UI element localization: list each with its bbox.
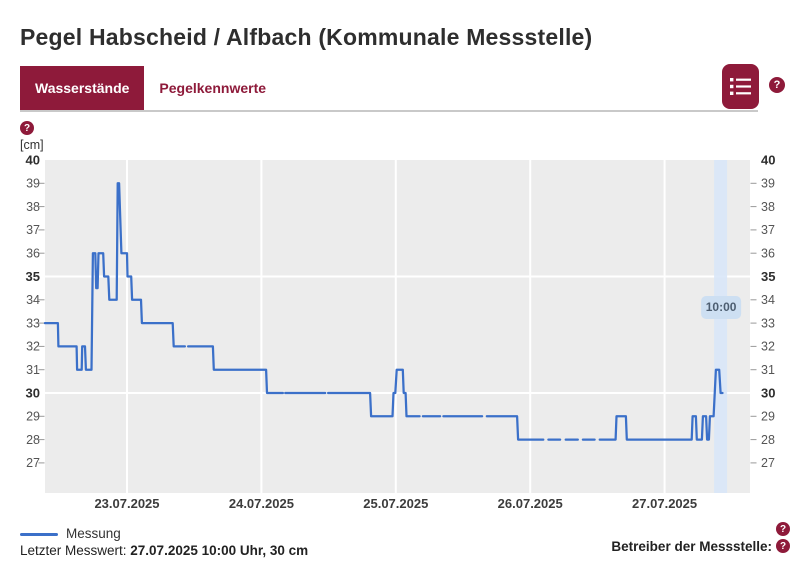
y-axis-label-left: 38 — [26, 200, 40, 214]
measurement-line — [186, 345, 285, 395]
list-icon — [730, 77, 751, 96]
y-axis-label-left: 37 — [26, 223, 40, 237]
last-measurement-label: Letzter Messwert: — [20, 543, 131, 558]
current-time-pill — [701, 296, 742, 319]
x-axis-label: 23.07.2025 — [94, 496, 159, 511]
tab-bar: Wasserstände Pegelkennwerte — [20, 66, 281, 110]
y-axis-label-right: 38 — [761, 200, 775, 214]
y-axis-label-right: 32 — [761, 340, 775, 354]
y-axis-unit-label: [cm] — [20, 138, 44, 152]
plot-area[interactable] — [45, 160, 750, 493]
measurement-line — [43, 182, 187, 371]
tab-pegelkennwerte[interactable]: Pegelkennwerte — [159, 80, 267, 96]
y-axis-label-left: 32 — [26, 340, 40, 354]
y-axis-label-right: 29 — [761, 410, 775, 424]
y-axis-label-right: 30 — [761, 385, 775, 400]
legend-label: Messung — [66, 526, 121, 541]
y-axis-label-right: 40 — [761, 152, 775, 167]
tab-bar-divider — [20, 110, 758, 112]
y-axis-label-right: 37 — [761, 223, 775, 237]
x-axis-label: 24.07.2025 — [229, 496, 294, 511]
last-measurement-row: Letzter Messwert: 27.07.2025 10:00 Uhr, … — [20, 543, 308, 558]
operator-help-icon[interactable]: ? — [776, 539, 790, 553]
operator-help-icon-top[interactable]: ? — [776, 522, 790, 536]
operator-label: Betreiber der Messstelle: — [611, 539, 772, 554]
y-axis-label-left: 33 — [26, 316, 40, 330]
measurement-line — [598, 368, 724, 441]
y-axis-label-left: 28 — [26, 433, 40, 447]
y-axis-label-left: 34 — [26, 293, 40, 307]
y-axis-label-right: 34 — [761, 293, 775, 307]
current-time-label: 10:00 — [706, 300, 737, 314]
y-axis-label-right: 39 — [761, 177, 775, 191]
y-axis-label-left: 35 — [26, 269, 40, 284]
x-axis-label: 25.07.2025 — [363, 496, 428, 511]
y-axis-label-right: 35 — [761, 269, 775, 284]
x-axis-label: 26.07.2025 — [498, 496, 563, 511]
page-title: Pegel Habscheid / Alfbach (Kommunale Mes… — [20, 24, 593, 51]
chart-help-icon[interactable]: ? — [20, 121, 34, 135]
y-axis-label-right: 36 — [761, 246, 775, 260]
station-list-button[interactable] — [722, 64, 759, 109]
help-icon[interactable]: ? — [769, 77, 785, 93]
y-axis-label-left: 31 — [26, 363, 40, 377]
y-axis-label-left: 39 — [26, 177, 40, 191]
tab-wasserstaende[interactable]: Wasserstände — [20, 66, 145, 110]
y-axis-label-left: 29 — [26, 410, 40, 424]
measurement-line — [485, 415, 545, 441]
y-axis-label-right: 31 — [761, 363, 775, 377]
y-axis-label-left: 40 — [26, 152, 40, 167]
y-axis-label-right: 27 — [761, 456, 775, 470]
y-axis-label-right: 33 — [761, 316, 775, 330]
current-time-band — [714, 160, 728, 493]
x-axis-label: 27.07.2025 — [632, 496, 697, 511]
last-measurement-value: 27.07.2025 10:00 Uhr, 30 cm — [130, 543, 309, 558]
y-axis-label-left: 27 — [26, 456, 40, 470]
y-axis-label-right: 28 — [761, 433, 775, 447]
y-axis-label-left: 30 — [26, 385, 40, 400]
y-axis-label-left: 36 — [26, 246, 40, 260]
water-level-chart[interactable]: 23.07.2025 24.07.2025 25.07.2025 26.07.2025… — [0, 140, 800, 520]
legend-line-swatch — [20, 533, 58, 536]
measurement-line — [326, 368, 421, 418]
